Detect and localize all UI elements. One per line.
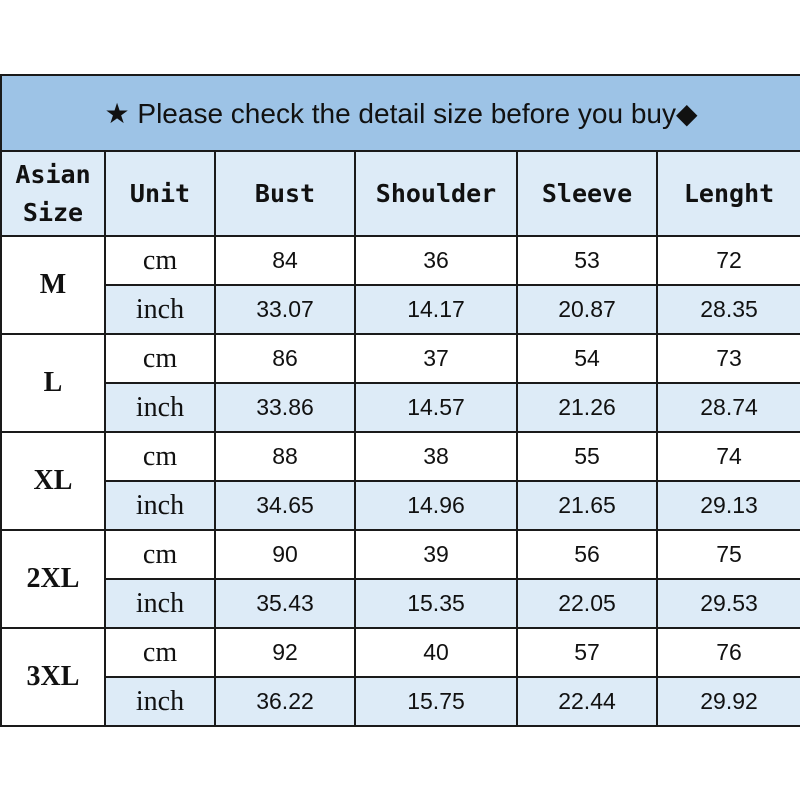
value-cell: 36.22 [214, 676, 356, 727]
value-cell: 40 [354, 627, 518, 678]
value-cell: 90 [214, 529, 356, 580]
value-cell: 56 [516, 529, 658, 580]
size-chart-title: ★ Please check the detail size before yo… [0, 74, 800, 152]
unit-cell: cm [104, 333, 216, 384]
value-cell: 20.87 [516, 284, 658, 335]
value-cell: 38 [354, 431, 518, 482]
value-cell: 53 [516, 235, 658, 286]
value-cell: 54 [516, 333, 658, 384]
value-cell: 22.05 [516, 578, 658, 629]
table-row: inch 34.65 14.96 21.65 29.13 [1, 480, 800, 531]
unit-cell: cm [104, 431, 216, 482]
table-row: XL cm 88 38 55 74 [0, 431, 800, 531]
unit-cell: inch [104, 480, 216, 531]
size-label: XL [0, 431, 106, 531]
value-cell: 22.44 [516, 676, 658, 727]
size-label: L [0, 333, 106, 433]
value-cell: 15.75 [354, 676, 518, 727]
value-cell: 39 [354, 529, 518, 580]
value-cell: 15.35 [354, 578, 518, 629]
column-header: Shoulder [354, 150, 518, 237]
value-cell: 73 [655, 333, 800, 384]
value-cell: 57 [516, 627, 658, 678]
value-cell: 37 [354, 333, 518, 384]
value-cell: 21.26 [516, 382, 658, 433]
column-header: Sleeve [516, 150, 658, 237]
column-header: Asian Size [0, 150, 106, 237]
table-row: inch 33.86 14.57 21.26 28.74 [1, 382, 800, 433]
value-cell: 76 [655, 627, 800, 678]
table-row: inch 35.43 15.35 22.05 29.53 [1, 578, 800, 629]
value-cell: 21.65 [516, 480, 658, 531]
value-cell: 92 [214, 627, 356, 678]
column-header: Bust [214, 150, 356, 237]
column-header: Unit [104, 150, 216, 237]
value-cell: 33.86 [214, 382, 356, 433]
unit-cell: cm [104, 529, 216, 580]
value-cell: 28.74 [655, 382, 800, 433]
value-cell: 55 [516, 431, 658, 482]
value-cell: 29.92 [655, 676, 800, 727]
value-cell: 33.07 [214, 284, 356, 335]
value-cell: 34.65 [214, 480, 356, 531]
size-label: 3XL [0, 627, 106, 727]
value-cell: 75 [655, 529, 800, 580]
value-cell: 14.96 [354, 480, 518, 531]
value-cell: 36 [354, 235, 518, 286]
table-row: 3XL cm 92 40 57 76 [0, 627, 800, 727]
value-cell: 14.57 [354, 382, 518, 433]
value-cell: 72 [655, 235, 800, 286]
unit-cell: inch [104, 676, 216, 727]
size-label: 2XL [0, 529, 106, 629]
value-cell: 84 [214, 235, 356, 286]
value-cell: 29.53 [655, 578, 800, 629]
size-label: M [0, 235, 106, 335]
unit-cell: cm [104, 235, 216, 286]
value-cell: 86 [214, 333, 356, 384]
unit-cell: cm [104, 627, 216, 678]
value-cell: 88 [214, 431, 356, 482]
size-chart-table: ★ Please check the detail size before yo… [0, 74, 800, 727]
unit-cell: inch [104, 382, 216, 433]
value-cell: 35.43 [214, 578, 356, 629]
value-cell: 28.35 [655, 284, 800, 335]
table-row: inch 33.07 14.17 20.87 28.35 [1, 284, 800, 335]
unit-cell: inch [104, 284, 216, 335]
unit-cell: inch [104, 578, 216, 629]
value-cell: 29.13 [655, 480, 800, 531]
value-cell: 74 [655, 431, 800, 482]
column-header: Lenght [655, 150, 800, 237]
table-row: inch 36.22 15.75 22.44 29.92 [1, 676, 800, 727]
value-cell: 14.17 [354, 284, 518, 335]
table-row: 2XL cm 90 39 56 75 [0, 529, 800, 629]
